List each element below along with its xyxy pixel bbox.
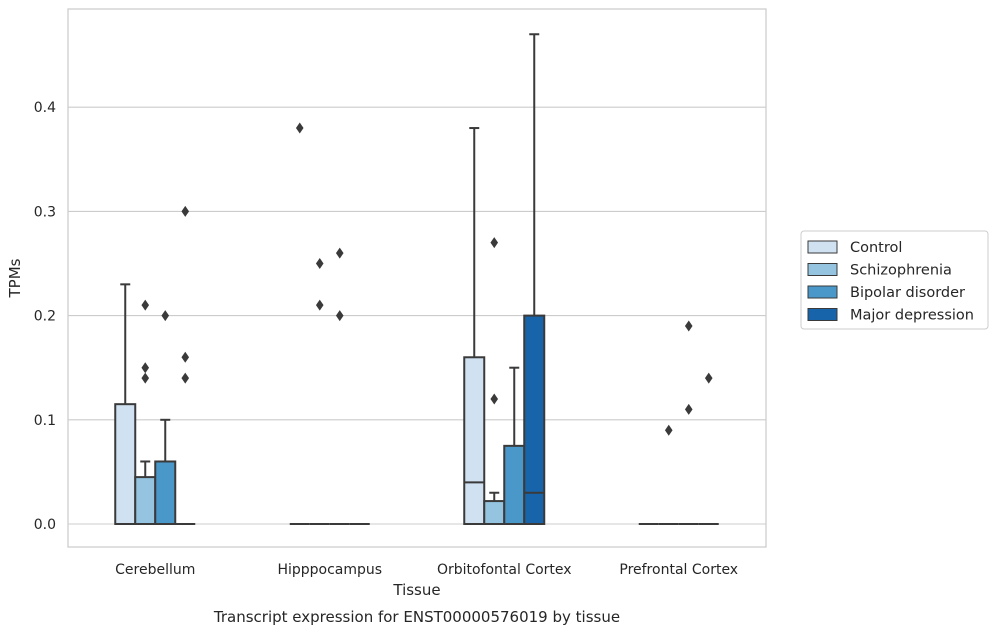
x-tick-label: Cerebellum <box>115 562 195 578</box>
x-axis-label: Tissue <box>392 581 440 599</box>
legend-swatch <box>807 240 838 254</box>
y-tick-label: 0.1 <box>34 413 56 429</box>
outlier-marker <box>315 258 324 269</box>
outlier-marker <box>141 299 150 311</box>
x-tick-label: Orbitofontal Cortex <box>437 562 572 578</box>
outlier-marker <box>181 372 190 384</box>
chart-caption: Transcript expression for ENST0000057601… <box>213 608 620 626</box>
box <box>154 460 177 526</box>
y-tick-labels: 0.0 0.1 0.2 0.3 0.4 <box>34 100 56 533</box>
outlier-points <box>141 122 713 436</box>
outlier-marker <box>181 351 190 363</box>
legend-swatch <box>807 263 838 276</box>
legend-label: Schizophrenia <box>850 263 952 279</box>
legend-label: Bipolar disorder <box>850 285 965 301</box>
outlier-marker <box>161 310 170 322</box>
outlier-marker <box>490 237 499 249</box>
legend-swatch <box>807 308 838 321</box>
box <box>114 403 137 526</box>
legend-frame <box>800 230 989 330</box>
box-major-depression <box>523 33 546 525</box>
box-bipolar-disorder <box>503 366 526 526</box>
outlier-marker <box>295 122 304 134</box>
outlier-marker <box>490 393 499 405</box>
outlier-marker <box>684 403 693 415</box>
box-control <box>114 283 137 526</box>
y-tick-label: 0.3 <box>34 204 56 220</box>
legend: Control Schizophrenia Bipolar disorder Majo… <box>800 230 989 330</box>
y-tick-label: 0.0 <box>34 517 56 533</box>
outlier-marker <box>141 372 150 384</box>
legend-swatch <box>807 285 838 299</box>
box <box>523 314 546 525</box>
box-groups <box>114 33 719 526</box>
legend-label: Major depression <box>850 308 974 324</box>
y-tick-label: 0.2 <box>34 309 56 325</box>
outlier-marker <box>704 372 713 384</box>
box-bipolar-disorder <box>154 418 177 526</box>
box-control <box>463 127 486 525</box>
box <box>134 476 157 525</box>
x-tick-labels: Cerebellum Hipppocampus Orbitofontal Corte… <box>115 562 738 578</box>
box-schizophrenia <box>483 491 506 525</box>
outlier-marker <box>664 424 673 436</box>
outlier-marker <box>684 320 693 332</box>
box <box>503 444 526 526</box>
outlier-marker <box>335 247 344 259</box>
x-tick-label: Prefrontal Cortex <box>619 562 738 578</box>
legend-label: Control <box>850 240 902 256</box>
box-schizophrenia <box>134 460 157 525</box>
y-axis-label: TPMs <box>6 258 24 298</box>
x-tick-label: Hipppocampus <box>277 562 382 578</box>
plot-frame <box>67 8 767 548</box>
box <box>463 356 486 525</box>
outlier-marker <box>315 299 324 311</box>
y-tick-label: 0.4 <box>34 100 56 116</box>
outlier-marker <box>181 205 190 217</box>
box <box>483 500 506 525</box>
outlier-marker <box>335 310 344 322</box>
outlier-marker <box>141 362 150 374</box>
